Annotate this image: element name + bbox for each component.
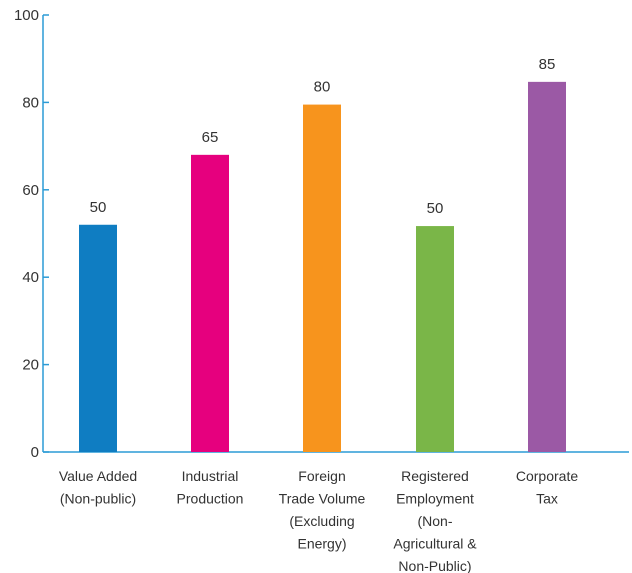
data-label: 65 xyxy=(202,129,219,146)
bar xyxy=(191,154,229,452)
y-tick-label: 60 xyxy=(22,182,39,199)
bar xyxy=(528,81,566,453)
y-tick-label: 0 xyxy=(31,444,39,461)
data-label: 50 xyxy=(427,200,444,217)
data-label: 50 xyxy=(90,199,107,216)
bar xyxy=(303,104,341,453)
y-tick-label: 40 xyxy=(22,269,39,286)
x-category-label: Foreign Trade Volume (Excluding Energy) xyxy=(279,468,366,552)
x-category-label: Value Added (Non-public) xyxy=(59,468,137,507)
x-category-label: Industrial Production xyxy=(177,468,244,507)
y-tick-label: 100 xyxy=(14,7,39,24)
data-label: 80 xyxy=(314,79,331,96)
y-tick-label: 80 xyxy=(22,94,39,111)
data-label: 85 xyxy=(539,56,556,73)
chart-axes: 0 20 40 60 80 100 xyxy=(14,7,629,461)
y-tick-label: 20 xyxy=(22,357,39,374)
bar xyxy=(416,226,454,452)
x-category-label: Corporate Tax xyxy=(516,468,578,507)
x-category-label: Registered Employment (Non-Agricultural & N… xyxy=(393,468,477,573)
bar xyxy=(79,224,117,452)
chart-labels: 50 Value Added (Non-public) 65 Industrial Pro… xyxy=(59,56,579,573)
chart-bars xyxy=(79,81,566,453)
